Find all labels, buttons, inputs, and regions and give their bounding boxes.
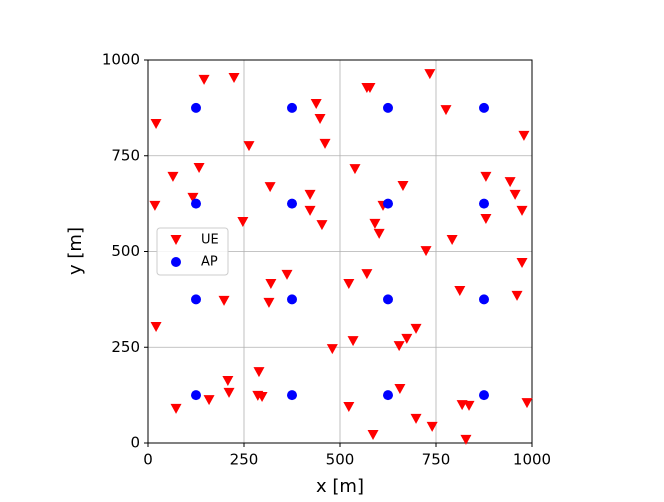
legend-label: UE	[201, 233, 219, 248]
ue-point	[316, 220, 328, 231]
legend-label: AP	[201, 255, 218, 270]
ap-point	[191, 198, 201, 209]
ue-point	[264, 182, 276, 193]
ue-point	[424, 69, 436, 80]
ue-point	[349, 164, 361, 175]
ue-point	[454, 285, 466, 296]
ue-point	[364, 82, 376, 93]
ap-point	[383, 102, 393, 113]
legend-marker	[170, 235, 182, 245]
ap-point	[383, 198, 393, 209]
ue-point	[509, 189, 521, 200]
ue-point	[343, 401, 355, 412]
x-tick-label: 250	[230, 451, 259, 469]
ue-point	[314, 113, 326, 124]
ue-point	[256, 392, 268, 403]
ue-point	[480, 171, 492, 182]
ue-point	[218, 295, 230, 306]
ue-point	[326, 344, 338, 355]
ue-point	[222, 375, 234, 386]
ue-point	[446, 235, 458, 246]
ue-point	[393, 341, 405, 352]
ap-point	[287, 198, 297, 209]
x-tick-label: 1000	[513, 451, 551, 469]
ue-point	[480, 213, 492, 224]
ap-point	[479, 294, 489, 305]
ue-point	[420, 246, 432, 257]
ue-point	[237, 217, 249, 228]
ue-point	[516, 257, 528, 268]
ue-point	[149, 200, 161, 211]
ue-point	[170, 403, 182, 414]
ap-point	[191, 102, 201, 113]
y-tick-label: 500	[111, 242, 140, 260]
ue-point	[310, 99, 322, 110]
ue-point	[150, 321, 162, 332]
ue-point	[521, 398, 533, 409]
ap-point	[383, 390, 393, 401]
ue-point	[187, 192, 199, 203]
ue-point	[460, 434, 472, 445]
y-tick-label: 250	[111, 338, 140, 356]
ue-point	[228, 73, 240, 84]
ue-point	[373, 228, 385, 239]
legend-marker	[171, 257, 181, 267]
ap-point	[479, 102, 489, 113]
x-tick-label: 500	[326, 451, 355, 469]
ap-point	[383, 294, 393, 305]
ue-point	[426, 421, 438, 432]
ue-point	[243, 141, 255, 152]
ue-point	[304, 189, 316, 200]
ap-point	[191, 390, 201, 401]
ap-point	[479, 198, 489, 209]
y-axis-label: y [m]	[65, 227, 86, 275]
ue-point	[397, 181, 409, 192]
ue-point	[343, 279, 355, 290]
ue-point	[463, 400, 475, 411]
ap-point	[479, 390, 489, 401]
ue-point	[518, 130, 530, 141]
x-tick-label: 750	[422, 451, 451, 469]
ue-point	[367, 429, 379, 440]
ue-point	[167, 171, 179, 182]
ue-point	[410, 323, 422, 334]
ap-point	[287, 102, 297, 113]
ue-point	[193, 163, 205, 174]
y-tick-label: 0	[130, 434, 140, 452]
y-tick-label: 750	[111, 146, 140, 164]
ue-point	[394, 383, 406, 394]
ue-point	[150, 118, 162, 129]
ue-point	[369, 218, 381, 229]
ue-point	[198, 74, 210, 85]
ue-point	[516, 205, 528, 216]
ue-point	[265, 279, 277, 290]
ap-point	[191, 294, 201, 305]
ue-point	[401, 333, 413, 344]
ue-point	[410, 413, 422, 424]
ue-point	[511, 290, 523, 301]
ue-point	[223, 387, 235, 398]
ap-point	[287, 390, 297, 401]
ue-point	[263, 297, 275, 308]
ue-point	[281, 269, 293, 280]
x-axis-label: x [m]	[316, 476, 364, 497]
ue-point	[319, 138, 331, 149]
ue-point	[347, 336, 359, 347]
ue-point	[440, 105, 452, 116]
plot-frame	[147, 59, 533, 444]
ap-point	[287, 294, 297, 305]
ue-point	[203, 395, 215, 406]
ue-point	[361, 269, 373, 280]
x-tick-label: 0	[143, 451, 153, 469]
ue-point	[504, 177, 516, 188]
ue-point	[253, 367, 265, 378]
y-tick-label: 1000	[102, 51, 140, 69]
ue-point	[304, 205, 316, 216]
